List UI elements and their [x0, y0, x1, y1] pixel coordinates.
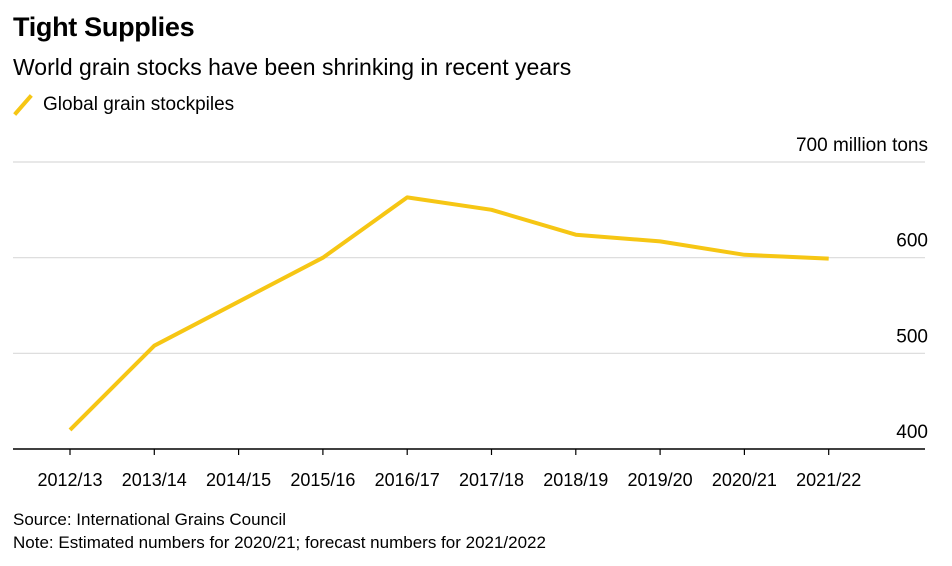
x-tick-label: 2017/18: [459, 470, 524, 490]
series-line-global-grain-stockpiles: [68, 195, 829, 432]
source-note: Source: International Grains Council: [13, 510, 287, 529]
y-tick-label: 400: [896, 422, 928, 443]
x-tick-label: 2021/22: [796, 470, 861, 490]
y-axis-ticks: 400 500 600 700 million tons: [796, 135, 928, 443]
x-tick-label: 2013/14: [122, 470, 187, 490]
series: [68, 195, 829, 432]
x-tick-label: 2015/16: [290, 470, 355, 490]
x-tick-label: 2016/17: [375, 470, 440, 490]
x-tick-label: 2012/13: [37, 470, 102, 490]
x-tick-label: 2014/15: [206, 470, 271, 490]
chart-title: Tight Supplies: [13, 12, 195, 42]
x-tick-label: 2020/21: [712, 470, 777, 490]
x-tick-label: 2019/20: [628, 470, 693, 490]
y-tick-label: 500: [896, 326, 928, 347]
chart-subtitle: World grain stocks have been shrinking i…: [13, 54, 572, 80]
legend-swatch-icon: [13, 94, 33, 116]
y-tick-label: 700 million tons: [796, 135, 928, 156]
y-tick-label: 600: [896, 231, 928, 252]
legend: Global grain stockpiles: [13, 93, 234, 117]
x-tick-label: 2018/19: [543, 470, 608, 490]
x-axis-ticks: 2012/13 2013/14 2014/15 2015/16 2016/17 2017/…: [37, 449, 861, 490]
legend-label: Global grain stockpiles: [43, 94, 235, 115]
footnote: Note: Estimated numbers for 2020/21; for…: [13, 533, 546, 552]
